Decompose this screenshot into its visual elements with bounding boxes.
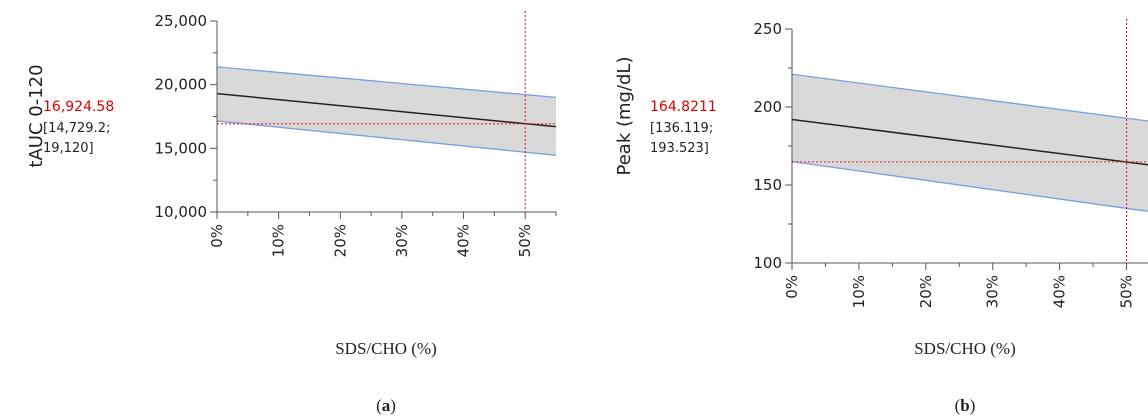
confidence-band	[217, 66, 556, 156]
y-tick-label: 150	[753, 176, 782, 194]
panel-label-letter: a	[382, 396, 391, 415]
chart-panel-a: 10,000 15,000 20,000 25,000 0% 10% 20% 30% 40% 50…	[26, 11, 557, 415]
x-tick-label: 20%	[917, 275, 935, 308]
x-tick-label: 0%	[783, 275, 801, 299]
panel-label-close: )	[390, 396, 396, 415]
predicted-value: 164.8211	[650, 99, 717, 115]
y-axis-label: Peak (mg/dL)	[614, 57, 635, 176]
x-tick-label: 10%	[270, 224, 288, 257]
fit-line	[792, 118, 1148, 166]
confidence-interval-low: [14,729.2;	[43, 121, 110, 136]
confidence-interval-high: 19,120]	[43, 141, 94, 156]
confidence-interval-low: [136.119;	[650, 121, 713, 136]
x-tick-label: 0%	[208, 224, 226, 248]
x-tick-label: 50%	[1118, 275, 1136, 308]
lower-bound-line	[792, 160, 1148, 213]
chart-panel-b: 100 150 200 250 0% 10% 20% 30% 40% 50% Peak (mg/dL…	[614, 19, 1148, 415]
fit-line	[217, 92, 556, 128]
x-axis-label: SDS/CHO (%)	[335, 339, 437, 358]
upper-bound-line	[792, 73, 1148, 122]
panel-label-letter: b	[960, 396, 969, 415]
y-tick-label: 15,000	[155, 139, 208, 157]
x-tick-label: 30%	[393, 224, 411, 257]
y-tick-label: 25,000	[155, 12, 208, 30]
panel-label: (a)	[376, 396, 396, 415]
plot-area	[792, 73, 1148, 213]
upper-bound-line	[217, 66, 556, 99]
y-tick-label: 250	[753, 20, 782, 38]
y-axis-label: tAUC 0-120	[26, 64, 47, 167]
lower-bound-line	[217, 120, 556, 156]
panel-label-open: (	[955, 396, 961, 415]
panel-label-close: )	[970, 396, 976, 415]
x-tick-label: 40%	[455, 224, 473, 257]
x-tick-label: 20%	[331, 224, 349, 257]
x-tick-label: 50%	[516, 224, 534, 257]
confidence-band	[792, 74, 1148, 212]
panel-label: (b)	[955, 396, 976, 415]
panel-label-open: (	[376, 396, 382, 415]
x-tick-label: 10%	[850, 275, 868, 308]
x-axis-label: SDS/CHO (%)	[914, 339, 1016, 358]
plot-area	[217, 66, 556, 156]
x-tick-label: 30%	[984, 275, 1002, 308]
x-tick-label: 40%	[1051, 275, 1069, 308]
confidence-interval-high: 193.523]	[650, 141, 709, 156]
y-tick-label: 200	[753, 98, 782, 116]
predicted-value: 16,924.58	[43, 99, 114, 115]
y-tick-label: 20,000	[155, 76, 208, 94]
y-tick-label: 10,000	[155, 203, 208, 221]
y-tick-label: 100	[753, 254, 782, 272]
